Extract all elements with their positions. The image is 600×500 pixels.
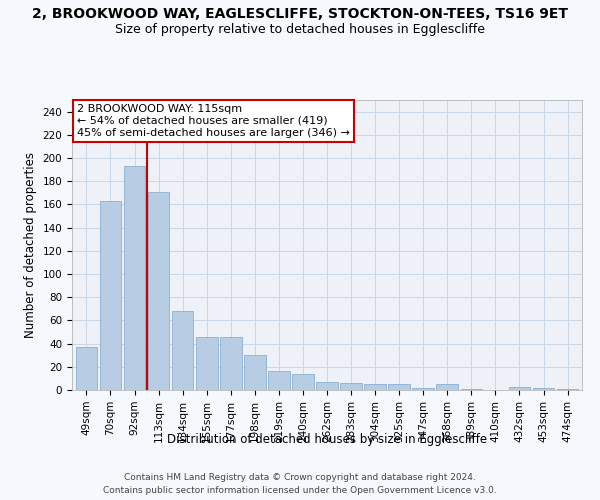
Bar: [557, 389, 578, 390]
Bar: [148, 192, 169, 390]
Bar: [364, 384, 386, 390]
Bar: [461, 389, 482, 390]
Text: 2 BROOKWOOD WAY: 115sqm
← 54% of detached houses are smaller (419)
45% of semi-d: 2 BROOKWOOD WAY: 115sqm ← 54% of detache…: [77, 104, 350, 138]
Y-axis label: Number of detached properties: Number of detached properties: [24, 152, 37, 338]
Bar: [172, 311, 193, 390]
Bar: [268, 372, 290, 390]
Bar: [316, 382, 338, 390]
Bar: [412, 388, 434, 390]
Text: Distribution of detached houses by size in Egglescliffe: Distribution of detached houses by size …: [167, 432, 487, 446]
Bar: [292, 374, 314, 390]
Bar: [124, 166, 145, 390]
Bar: [220, 336, 242, 390]
Bar: [196, 336, 218, 390]
Bar: [100, 201, 121, 390]
Bar: [436, 384, 458, 390]
Bar: [388, 384, 410, 390]
Bar: [533, 388, 554, 390]
Bar: [509, 386, 530, 390]
Text: 2, BROOKWOOD WAY, EAGLESCLIFFE, STOCKTON-ON-TEES, TS16 9ET: 2, BROOKWOOD WAY, EAGLESCLIFFE, STOCKTON…: [32, 8, 568, 22]
Bar: [340, 383, 362, 390]
Text: Contains HM Land Registry data © Crown copyright and database right 2024.: Contains HM Land Registry data © Crown c…: [124, 472, 476, 482]
Text: Contains public sector information licensed under the Open Government Licence v3: Contains public sector information licen…: [103, 486, 497, 495]
Bar: [76, 347, 97, 390]
Text: Size of property relative to detached houses in Egglescliffe: Size of property relative to detached ho…: [115, 22, 485, 36]
Bar: [244, 355, 266, 390]
